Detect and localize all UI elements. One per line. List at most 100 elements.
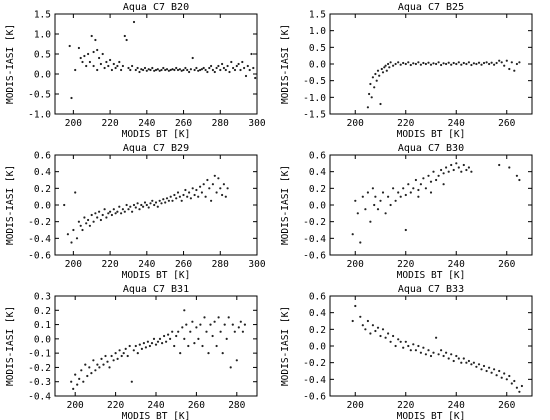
data-point [184,188,187,192]
data-point [513,379,516,383]
data-point [488,366,491,369]
data-point [70,241,73,244]
data-point [98,366,101,369]
data-point [132,203,136,207]
data-point [145,203,148,207]
data-point [440,63,443,67]
data-point [243,66,246,70]
data-point [447,170,450,173]
data-point [85,222,88,225]
data-point [184,66,187,70]
data-point [498,163,501,167]
y-tick-label: 0.2 [34,184,51,195]
data-point [167,199,170,202]
data-point [495,61,498,65]
data-point [94,369,97,372]
x-axis-label: MODIS BT [K] [122,129,191,140]
data-point [442,354,445,358]
y-tick-label: 0.4 [34,167,51,178]
data-point [149,202,152,205]
data-point [189,197,192,200]
data-point [204,68,207,72]
data-point [188,70,191,74]
data-point [169,68,172,72]
data-point [460,63,463,66]
x-tick-label: 200 [347,118,364,129]
data-point [173,193,176,197]
data-point [158,337,162,340]
data-point [156,340,160,343]
data-point [435,62,438,66]
x-tick-label: 240 [448,118,465,129]
chart-panel-6: Aqua C7 B33 200 220 240 260 -0.6 -0.4 -0.2 0.0 0.… [280,284,533,420]
y-tick-label: -0.2 [28,217,51,228]
data-point [144,346,147,349]
data-point [153,69,156,72]
y-tick-label: 0.6 [34,151,51,162]
data-point [72,387,75,390]
data-point [206,178,209,182]
chart-title: Aqua C7 B25 [398,2,464,13]
data-point [414,178,417,182]
data-point [112,62,115,66]
data-point [183,337,186,340]
data-point [387,62,390,66]
data-point [490,371,493,374]
data-point [239,68,242,72]
data-point [227,316,230,319]
data-point [457,357,460,360]
data-point [361,324,364,327]
data-point [402,61,405,65]
data-point [151,66,154,70]
data-point [233,330,236,333]
data-point [132,20,136,24]
data-point [376,208,380,211]
data-point [404,340,407,343]
data-point [452,61,455,65]
y-axis-label: MODIS-IASI [K] [5,165,16,245]
data-point [397,61,400,64]
x-tick-label: 280 [212,118,229,129]
y-tick-label: 0.5 [34,50,51,61]
data-point [440,349,443,352]
data-point [369,332,372,335]
data-point [70,96,73,100]
data-point [221,193,224,197]
y-tick-label: 0.6 [309,292,326,303]
data-point [498,59,501,62]
data-point [495,374,498,377]
data-point [129,205,132,208]
plot-frame [54,295,258,397]
x-tick-label: 260 [498,400,515,411]
data-point [193,342,196,345]
data-point [477,363,481,366]
data-point [74,373,77,376]
chart-panel-2: Aqua C7 B25 200 220 240 260 -1.5 -1.0 -0.5 0.0 0.… [280,2,533,140]
data-point [123,210,126,213]
data-point [128,344,131,348]
y-tick-label: -0.4 [303,375,326,386]
x-tick-label: 240 [448,259,465,270]
y-tick-label: 0.0 [309,60,326,71]
data-point [79,56,82,60]
data-point [369,82,372,86]
data-point [374,195,377,198]
data-point [199,68,202,72]
data-point [480,63,483,66]
data-point [175,334,178,338]
data-point [455,62,458,66]
x-tick-label: 280 [228,400,245,411]
data-point [210,199,213,202]
data-point [370,96,373,99]
data-point [138,208,141,211]
data-point [429,63,433,66]
data-point [96,363,99,366]
y-tick-label: -0.2 [303,217,326,228]
data-point [92,50,95,54]
data-point [109,210,112,213]
data-point [136,352,139,355]
data-point [154,201,158,204]
data-point [99,62,102,66]
data-point [417,195,420,198]
data-point [371,76,374,79]
